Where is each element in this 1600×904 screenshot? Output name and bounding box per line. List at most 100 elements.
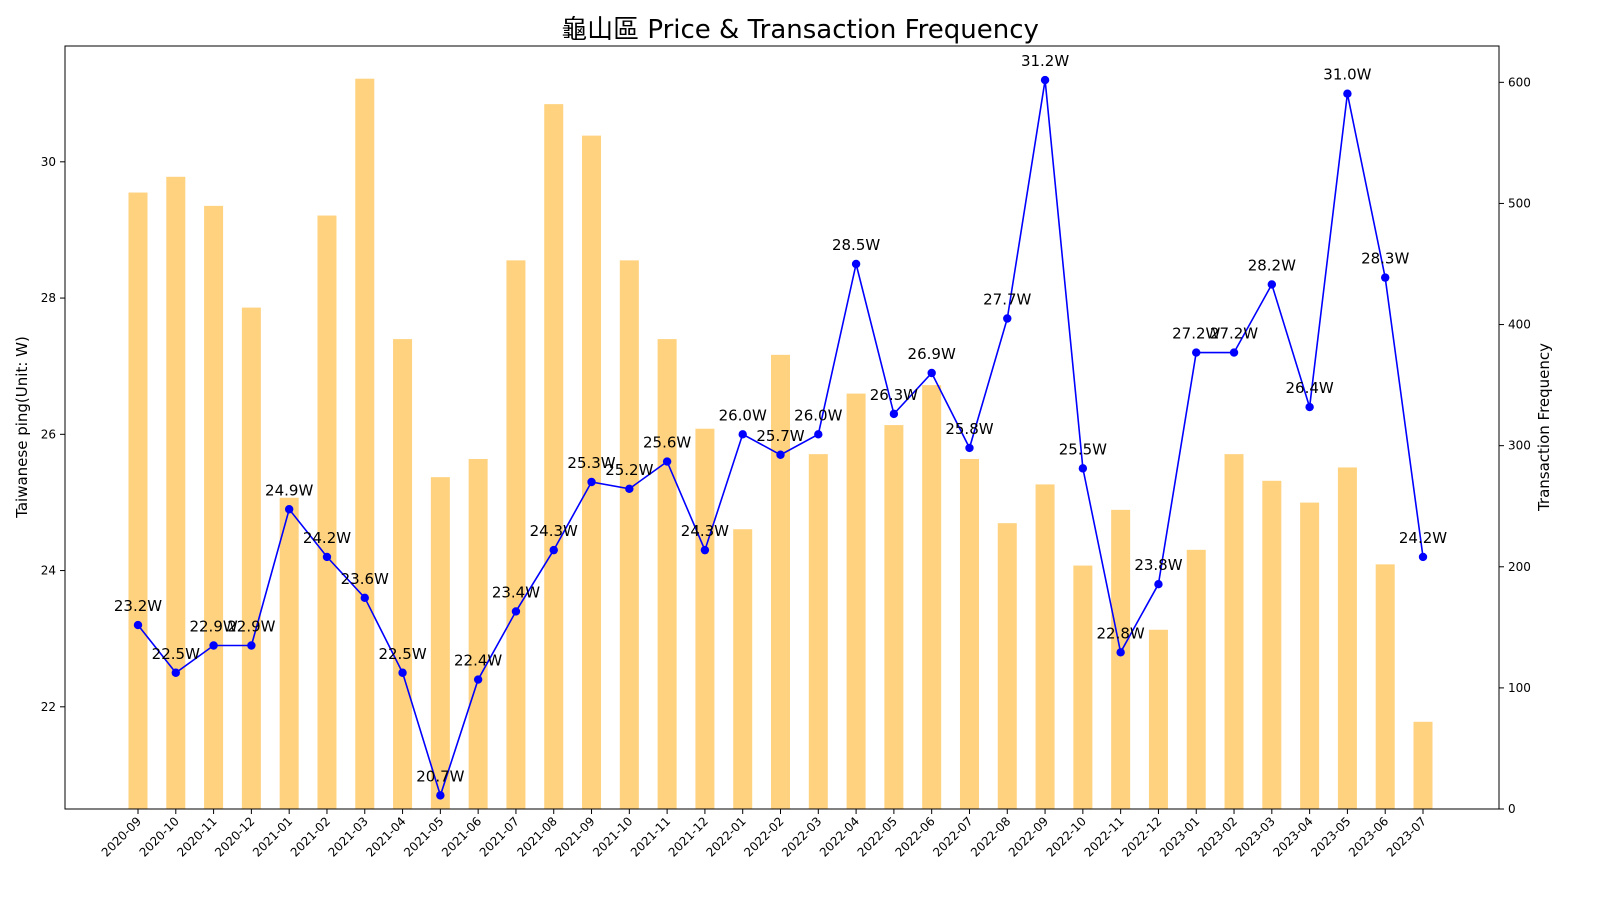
x-tick-label: 2021-12 — [666, 814, 711, 859]
x-tick-label: 2021-11 — [628, 814, 673, 859]
data-label-2022-11: 22.8W — [1097, 624, 1145, 642]
point-2021-02 — [322, 552, 332, 562]
point-2023-02 — [1229, 348, 1239, 357]
x-tick-label: 2021-07 — [477, 814, 522, 859]
point-2020-09 — [133, 620, 143, 630]
point-2021-04 — [398, 668, 407, 677]
x-tick-label: 2020-12 — [212, 814, 257, 859]
point-2021-11 — [662, 457, 672, 466]
right-tick-label: 100 — [1508, 681, 1531, 695]
point-2022-05 — [889, 409, 899, 419]
data-label-2021-03: 23.6W — [341, 570, 389, 588]
x-tick-label: 2023-07 — [1384, 814, 1429, 859]
point-2020-10 — [171, 668, 180, 677]
x-tick-label: 2022-02 — [741, 814, 786, 859]
data-label-2022-10: 25.5W — [1059, 440, 1107, 458]
x-tick-label: 2023-06 — [1346, 814, 1391, 859]
left-tick-label: 22 — [41, 700, 56, 714]
bar-2023-01 — [1186, 549, 1206, 809]
x-tick-label: 2022-10 — [1044, 814, 1089, 859]
data-label-2022-07: 25.8W — [945, 420, 993, 438]
bar-2023-03 — [1262, 480, 1282, 809]
right-tick-label: 600 — [1508, 75, 1531, 89]
y-axis-left-label: Taiwanese ping(Unit: W) — [13, 336, 31, 519]
data-label-2023-04: 26.4W — [1286, 379, 1334, 397]
bar-2022-10 — [1073, 565, 1093, 809]
x-axis-ticks: 2020-092020-102020-112020-122021-012021-… — [99, 809, 1429, 860]
left-tick-label: 30 — [41, 155, 56, 169]
plot-frame — [64, 45, 1500, 810]
x-tick-label: 2020-09 — [99, 814, 144, 859]
bar-2023-05 — [1337, 467, 1357, 809]
point-2021-07 — [511, 607, 521, 616]
point-2022-12 — [1154, 579, 1163, 589]
data-label-2021-07: 23.4W — [492, 583, 540, 601]
x-tick-label: 2021-05 — [401, 814, 446, 859]
left-axis-ticks: 22 24 26 28 30 — [41, 155, 65, 714]
x-tick-label: 2022-09 — [1006, 814, 1051, 859]
chart-title: 龜山區 Price & Transaction Frequency — [561, 15, 1039, 45]
right-tick-label: 400 — [1508, 318, 1531, 332]
bar-2023-04 — [1300, 502, 1320, 809]
data-label-2022-09: 31.2W — [1021, 52, 1069, 70]
point-2023-04 — [1305, 402, 1314, 412]
point-2023-01 — [1192, 348, 1201, 357]
point-2022-04 — [851, 259, 861, 269]
data-label-2022-06: 26.9W — [908, 345, 956, 363]
data-label-2023-02: 27.2W — [1210, 325, 1258, 343]
x-tick-label: 2023-04 — [1270, 814, 1315, 859]
right-tick-label: 500 — [1508, 196, 1531, 210]
x-tick-label: 2023-03 — [1233, 814, 1278, 859]
point-2021-05 — [436, 791, 445, 800]
data-label-2022-12: 23.8W — [1134, 556, 1182, 574]
data-label-2022-02: 25.7W — [756, 427, 804, 445]
point-2022-11 — [1116, 648, 1125, 657]
data-label-2023-06: 28.3W — [1361, 250, 1409, 268]
data-label-2023-05: 31.0W — [1323, 66, 1371, 84]
bar-2022-05 — [884, 425, 904, 809]
x-tick-label: 2021-08 — [515, 814, 560, 859]
bar-2021-06 — [468, 458, 488, 809]
left-tick-label: 26 — [41, 427, 56, 441]
bar-2022-12 — [1148, 629, 1168, 809]
bar-2020-09 — [128, 192, 148, 810]
bar-2021-03 — [355, 78, 375, 809]
x-tick-label: 2022-04 — [817, 814, 862, 859]
bar-2021-01 — [279, 497, 299, 809]
point-2022-06 — [927, 368, 936, 378]
bar-2021-07 — [506, 260, 526, 809]
bar-2022-07 — [959, 458, 979, 809]
data-label-2021-04: 22.5W — [378, 645, 426, 663]
line-markers — [133, 75, 1428, 800]
right-axis-ticks: 0 100 200 300 400 500 600 — [1499, 75, 1531, 816]
bar-2021-12 — [695, 428, 715, 809]
x-tick-label: 2021-04 — [363, 814, 408, 859]
bar-2021-08 — [544, 104, 564, 810]
point-2022-01 — [738, 430, 747, 439]
data-label-2021-05: 20.7W — [416, 767, 464, 785]
left-tick-label: 28 — [41, 291, 56, 305]
x-tick-label: 2023-05 — [1308, 814, 1353, 859]
data-label-2021-08: 24.3W — [530, 522, 578, 540]
bar-2023-06 — [1375, 564, 1395, 809]
x-tick-label: 2021-06 — [439, 814, 484, 859]
x-tick-label: 2022-11 — [1081, 814, 1126, 859]
data-label-2022-08: 27.7W — [983, 291, 1031, 309]
data-label-2021-06: 22.4W — [454, 652, 502, 670]
point-2022-03 — [814, 430, 823, 439]
data-label-2020-11: 22.9W — [189, 618, 237, 636]
bar-2021-09 — [582, 135, 602, 810]
data-label-2021-09: 25.3W — [567, 454, 615, 472]
x-tick-label: 2021-01 — [250, 814, 295, 859]
x-tick-label: 2023-01 — [1157, 814, 1202, 859]
bar-2021-05 — [430, 477, 450, 809]
point-2021-12 — [700, 545, 710, 555]
bar-2023-07 — [1413, 721, 1433, 809]
bar-2020-12 — [241, 307, 261, 809]
x-tick-label: 2020-11 — [174, 814, 219, 859]
point-2022-09 — [1040, 75, 1050, 85]
x-tick-label: 2022-05 — [855, 814, 900, 859]
data-label-2020-12: 22.9W — [227, 618, 275, 636]
